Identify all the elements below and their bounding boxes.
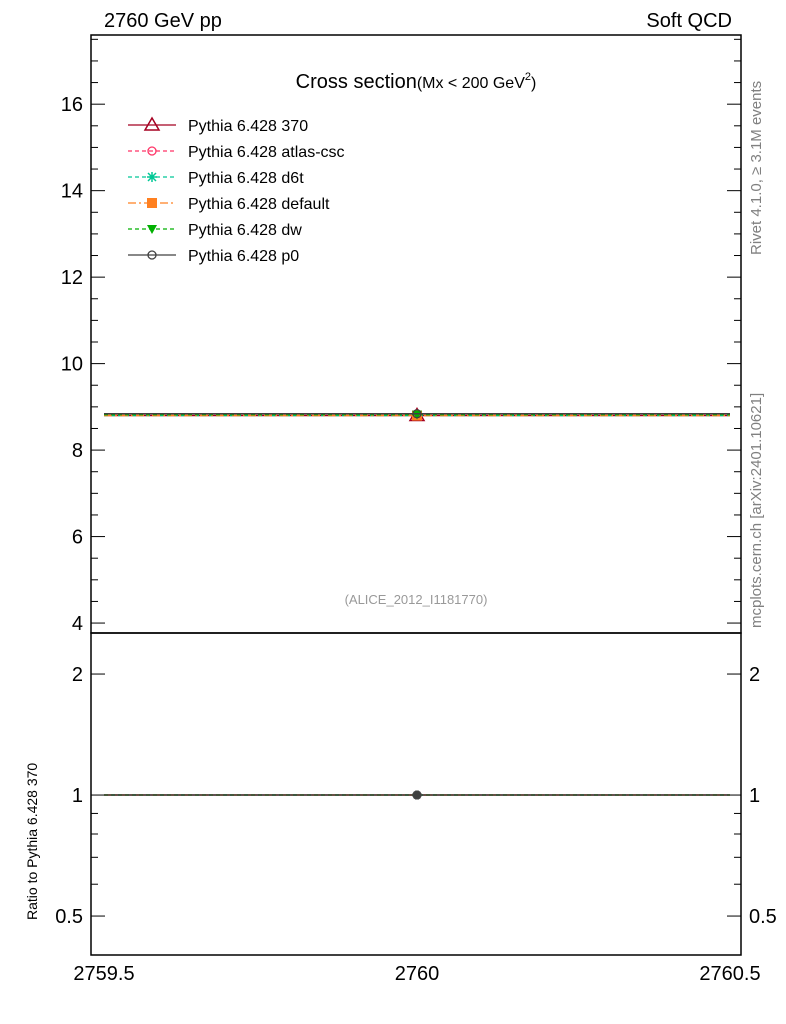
legend-label-3: Pythia 6.428 default [188, 196, 330, 213]
ratio-y-label: Ratio to Pythia 6.428 370 [24, 763, 40, 920]
ratio-y-tick-label: 2 [72, 664, 83, 686]
legend-marker-5 [147, 250, 157, 260]
side-label-top: Rivet 4.1.0, ≥ 3.1M events [748, 81, 765, 255]
header-right: Soft QCD [646, 10, 732, 32]
y-tick-label: 12 [61, 267, 83, 289]
legend-label-1: Pythia 6.428 atlas-csc [188, 144, 345, 161]
y-tick-label: 6 [72, 527, 83, 549]
legend-label-2: Pythia 6.428 d6t [188, 170, 304, 187]
x-tick-label: 2760.5 [699, 963, 760, 985]
y-tick-label: 14 [61, 181, 83, 203]
legend-marker-2 [147, 172, 157, 182]
data-point-4 [412, 410, 422, 420]
ratio-y-tick-label: 0.5 [55, 906, 83, 928]
legend-marker-0 [143, 116, 161, 131]
legend-marker-3 [147, 198, 157, 208]
legend-marker-1 [147, 146, 157, 156]
y-tick-label: 10 [61, 354, 83, 376]
y-tick-label: 16 [61, 94, 83, 116]
data-point-5 [412, 409, 422, 419]
y-tick-label: 8 [72, 440, 83, 462]
title-close: ) [531, 75, 536, 92]
ratio-y-tick-label: 1 [72, 785, 83, 807]
legend-label-0: Pythia 6.428 370 [188, 118, 308, 135]
y-tick-label: 4 [72, 613, 83, 635]
side-label-bottom: mcplots.cern.ch [arXiv:2401.10621] [748, 393, 765, 628]
legend-label-4: Pythia 6.428 dw [188, 222, 302, 239]
ratio-point-5 [412, 790, 422, 800]
legend-label-5: Pythia 6.428 p0 [188, 248, 299, 265]
title-main: Cross section [296, 71, 417, 93]
ratio-y-tick-label-right: 0.5 [749, 906, 777, 928]
ratio-frame [90, 632, 742, 956]
ratio-y-tick-label-right: 1 [749, 785, 760, 807]
title-sub: (Mx < 200 GeV [417, 75, 525, 92]
chart-title: Cross section(Mx < 200 GeV2) [296, 71, 537, 93]
ratio-y-tick-label-right: 2 [749, 664, 760, 686]
x-tick-label: 2759.5 [73, 963, 134, 985]
analysis-label: (ALICE_2012_I1181770) [345, 592, 488, 607]
legend-marker-4 [147, 225, 157, 234]
header-left: 2760 GeV pp [104, 10, 222, 32]
title-sup: 2 [525, 71, 531, 83]
x-tick-label: 2760 [395, 963, 440, 985]
